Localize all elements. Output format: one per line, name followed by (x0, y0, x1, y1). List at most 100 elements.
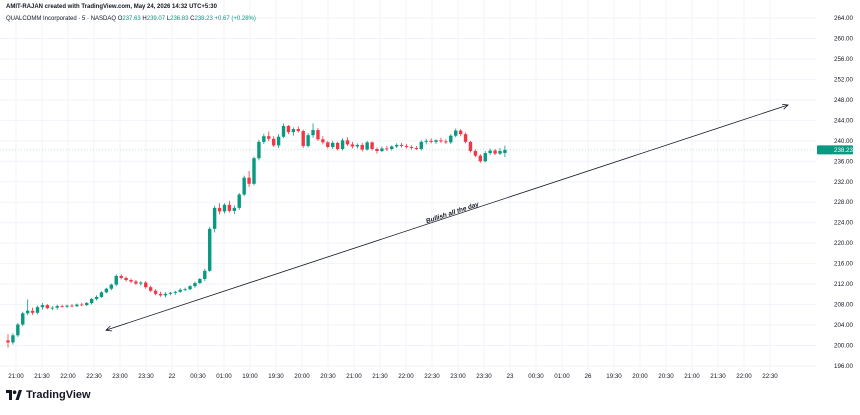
candle-body (335, 142, 340, 150)
time-tick-label: 20:00 (632, 373, 648, 380)
tradingview-brand[interactable]: TradingView (6, 389, 91, 401)
candle-body (60, 306, 64, 307)
low-label: L (166, 16, 171, 22)
trend-arrow-line (105, 104, 789, 331)
candle-body (262, 136, 266, 142)
candle (463, 132, 468, 144)
time-tick-label: 21:00 (684, 373, 700, 380)
time-tick-label: 01:00 (554, 373, 570, 380)
open-value: 237.63 (122, 16, 141, 22)
candle-body (129, 280, 133, 282)
candle (385, 145, 389, 152)
candle (350, 141, 355, 149)
candle-body (25, 310, 30, 314)
candle-body (222, 204, 227, 212)
candle-body (394, 144, 399, 147)
candle-body (434, 140, 438, 142)
candle-body (498, 151, 502, 154)
candle-body (173, 291, 177, 293)
tradingview-wordmark: TradingView (26, 389, 91, 401)
candle (139, 281, 143, 286)
candle-body (247, 177, 251, 184)
candle-body (50, 307, 54, 309)
candle (173, 290, 177, 295)
price-tick-label: 220.00 (834, 240, 853, 247)
candle-body (454, 130, 458, 136)
change-value: +0.67 (+0.28%) (214, 16, 256, 22)
candle (212, 205, 217, 233)
candle (478, 154, 483, 163)
price-tick-label: 240.00 (834, 138, 853, 145)
candle-body (483, 153, 487, 162)
candle (153, 289, 158, 296)
candle (65, 304, 69, 309)
candle-body (232, 207, 237, 211)
candle-body (65, 305, 69, 307)
candle-body (208, 228, 212, 271)
candle (311, 123, 315, 138)
candle-body (316, 130, 320, 140)
price-tick-label: 232.00 (834, 179, 853, 186)
candle-body (355, 144, 360, 147)
time-tick-label: 22:30 (762, 373, 778, 380)
price-axis[interactable]: 196.00 200.00 204.00 208.00 212.00 216.00 220.… (0, 15, 853, 370)
close-label: C (190, 16, 195, 22)
candle (163, 292, 168, 298)
candle (40, 303, 45, 310)
candle (60, 304, 64, 308)
candle-body (370, 142, 374, 150)
candle (488, 148, 492, 156)
candle-body (158, 293, 163, 296)
candle (222, 203, 227, 214)
candle-body (21, 313, 25, 325)
candle (449, 134, 453, 144)
candle (99, 291, 104, 298)
candle (498, 147, 502, 156)
price-tick-label: 204.00 (834, 322, 853, 329)
time-axis[interactable]: 21:00 21:30 22:00 22:30 23:00 23:30 22 00:30 01:… (8, 373, 778, 380)
candle-body (365, 142, 369, 150)
symbol-legend[interactable]: QUALCOMM Incorporated · 5 · NASDAQ O237.… (6, 16, 256, 22)
candle-body (124, 277, 128, 281)
candle (380, 146, 384, 153)
candle-body (144, 282, 148, 288)
candle (301, 129, 305, 148)
candle (80, 302, 84, 307)
candle (45, 304, 50, 310)
candle (193, 281, 197, 288)
candle-body (345, 140, 350, 145)
candle (454, 128, 458, 138)
candle (360, 142, 364, 152)
candle (183, 287, 187, 292)
time-tick-label: 26 (585, 373, 592, 380)
price-tick-label: 196.00 (834, 363, 853, 370)
time-tick-label: 20:30 (658, 373, 674, 380)
candle-body (271, 138, 276, 146)
candle (429, 138, 433, 144)
price-tick-label: 208.00 (834, 302, 853, 309)
candle-body (153, 290, 158, 294)
candle (227, 200, 232, 213)
candle (6, 334, 10, 348)
candle-body (45, 305, 50, 309)
candle (217, 203, 222, 215)
candle-body (473, 151, 478, 156)
candles (6, 123, 507, 348)
low-value: 236.83 (170, 16, 189, 22)
candle-body (6, 340, 10, 343)
candle (109, 283, 114, 291)
candle-body (163, 293, 168, 296)
candle-body (399, 144, 404, 146)
candle (94, 295, 99, 301)
time-tick-label: 23:00 (112, 373, 128, 380)
candle (365, 140, 369, 151)
high-value: 239.07 (146, 16, 166, 22)
time-tick-label: 19:30 (606, 373, 622, 380)
candle-body (404, 145, 409, 147)
candle-body (114, 275, 118, 285)
candle (178, 288, 182, 293)
candle-body (449, 135, 453, 143)
candle-body (296, 129, 300, 132)
